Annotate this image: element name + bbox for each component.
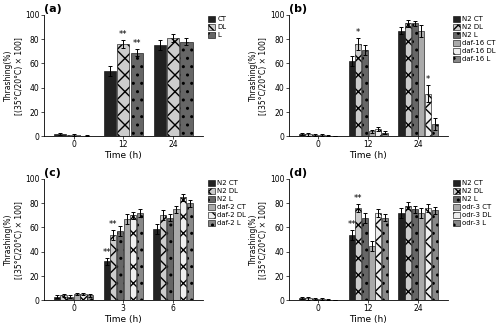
Text: *: * (426, 75, 430, 84)
Legend: N2 CT, N2 DL, N2 L, daf-16 CT, daf-16 DL, daf-16 L: N2 CT, N2 DL, N2 L, daf-16 CT, daf-16 DL… (453, 16, 496, 62)
Text: (c): (c) (44, 168, 60, 178)
Bar (312, 135, 318, 136)
Bar (54, 297, 60, 300)
Bar (60, 296, 66, 300)
Bar (362, 50, 368, 136)
Bar (418, 213, 424, 300)
Bar (306, 134, 312, 136)
Bar (318, 135, 325, 136)
Bar (104, 261, 110, 300)
Bar (154, 229, 160, 300)
Bar (412, 209, 418, 300)
Bar (87, 296, 93, 300)
Bar (299, 298, 305, 300)
Text: (a): (a) (44, 4, 62, 14)
Bar (174, 209, 180, 300)
Bar (432, 211, 438, 300)
Bar (412, 23, 418, 136)
Bar (110, 235, 116, 300)
Legend: N2 CT, N2 DL, N2 L, odr-3 CT, odr-3 DL, odr-3 L: N2 CT, N2 DL, N2 L, odr-3 CT, odr-3 DL, … (453, 180, 492, 226)
Bar (318, 299, 325, 300)
Legend: CT, DL, L: CT, DL, L (208, 16, 227, 38)
Bar (312, 299, 318, 300)
Text: **: ** (102, 248, 111, 256)
Y-axis label: Thrashing(%)
[(35°C/20°C) × 100]: Thrashing(%) [(35°C/20°C) × 100] (4, 37, 24, 114)
Text: (b): (b) (288, 4, 306, 14)
Text: **: ** (132, 39, 141, 48)
Bar (375, 213, 382, 300)
Legend: N2 CT, N2 DL, N2 L, daf-2 CT, daf-2 DL, daf-2 L: N2 CT, N2 DL, N2 L, daf-2 CT, daf-2 DL, … (208, 180, 246, 226)
Bar (425, 94, 431, 136)
Bar (355, 44, 362, 136)
Text: (d): (d) (288, 168, 306, 178)
Bar (154, 45, 166, 136)
Bar (432, 124, 438, 136)
Y-axis label: Thrashing(%)
[(35°C/20°C) × 100]: Thrashing(%) [(35°C/20°C) × 100] (4, 201, 24, 278)
Bar (80, 294, 86, 300)
Bar (67, 297, 73, 300)
Bar (117, 44, 130, 136)
Bar (398, 31, 404, 136)
Bar (54, 134, 66, 136)
Bar (382, 133, 388, 136)
Bar (68, 135, 80, 136)
Bar (167, 38, 179, 136)
Bar (160, 215, 166, 300)
Bar (130, 52, 142, 136)
Bar (355, 208, 362, 300)
Bar (74, 294, 80, 300)
Bar (405, 23, 411, 136)
Bar (398, 213, 404, 300)
Bar (425, 208, 431, 300)
Bar (348, 61, 354, 136)
Text: **: ** (354, 194, 362, 203)
Bar (137, 213, 143, 300)
X-axis label: Time (h): Time (h) (104, 151, 142, 160)
X-axis label: Time (h): Time (h) (350, 151, 387, 160)
Bar (186, 203, 193, 300)
Bar (117, 231, 123, 300)
Bar (180, 197, 186, 300)
Bar (362, 218, 368, 300)
Bar (306, 298, 312, 300)
Y-axis label: Thrashing(%)
[(35°C/20°C) × 100]: Thrashing(%) [(35°C/20°C) × 100] (249, 201, 268, 278)
Bar (418, 31, 424, 136)
Bar (104, 71, 116, 136)
Bar (382, 218, 388, 300)
Bar (368, 132, 374, 136)
Bar (375, 129, 382, 136)
Bar (167, 218, 173, 300)
Y-axis label: Thrashing(%)
[(35°C/20°C) × 100]: Thrashing(%) [(35°C/20°C) × 100] (249, 37, 268, 114)
Text: **: ** (109, 220, 118, 229)
Bar (348, 235, 354, 300)
Bar (124, 219, 130, 300)
Text: *: * (356, 28, 360, 37)
Bar (405, 206, 411, 300)
Bar (299, 134, 305, 136)
Text: **: ** (348, 220, 356, 229)
Bar (180, 42, 192, 136)
Bar (130, 215, 136, 300)
Text: **: ** (119, 30, 128, 39)
X-axis label: Time (h): Time (h) (350, 315, 387, 324)
Bar (368, 246, 374, 300)
X-axis label: Time (h): Time (h) (104, 315, 142, 324)
